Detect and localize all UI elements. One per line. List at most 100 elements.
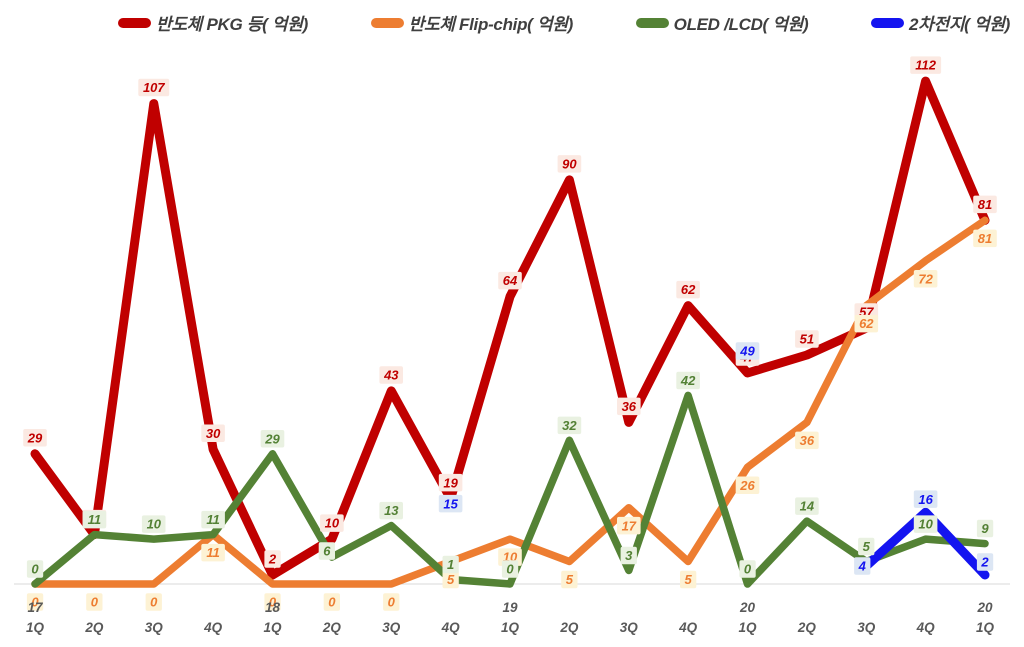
data-label: 29 <box>23 429 47 447</box>
data-label: 0 <box>86 593 103 611</box>
svg-text:30: 30 <box>206 426 221 441</box>
legend-label: 반도체 Flip-chip( 억원) <box>408 15 574 34</box>
data-label: 16 <box>913 490 938 508</box>
data-label: 0 <box>145 593 162 611</box>
series-line-3 <box>31 391 989 588</box>
data-label: 10 <box>913 515 938 533</box>
data-label: 11 <box>201 510 225 529</box>
legend-item-4: 2차전지( 억원) <box>871 10 1010 35</box>
data-label: 4 <box>854 557 871 575</box>
svg-text:49: 49 <box>739 344 755 359</box>
data-label: 0 <box>323 593 340 611</box>
data-label: 17 <box>617 516 641 535</box>
legend: 반도체 PKG 등( 억원) 반도체 Flip-chip( 억원) OLED /LC… <box>118 10 1010 35</box>
svg-text:0: 0 <box>269 595 277 610</box>
data-label: 0 <box>501 560 519 578</box>
svg-text:36: 36 <box>800 433 815 448</box>
legend-marker-icon <box>871 17 904 28</box>
svg-text:5: 5 <box>863 539 871 554</box>
series-line-4 <box>861 507 990 580</box>
svg-text:29: 29 <box>264 431 280 446</box>
svg-text:32: 32 <box>562 418 577 433</box>
data-label: 9 <box>976 519 994 538</box>
x-axis-quarter-label: 1Q <box>26 620 45 635</box>
svg-text:16: 16 <box>918 492 933 507</box>
svg-text:11: 11 <box>206 512 220 527</box>
svg-text:10: 10 <box>325 516 340 531</box>
legend-item-1: 반도체 PKG 등( 억원) <box>118 10 308 35</box>
svg-text:0: 0 <box>328 595 336 610</box>
data-label: 36 <box>617 397 641 416</box>
x-axis-quarter-label: 4Q <box>441 620 461 635</box>
data-label: 0 <box>26 560 44 578</box>
data-label: 10 <box>141 515 166 533</box>
svg-text:0: 0 <box>31 595 39 610</box>
data-label: 6 <box>318 542 335 560</box>
svg-text:4: 4 <box>858 559 867 574</box>
data-label: 2 <box>264 550 281 568</box>
svg-text:112: 112 <box>915 58 936 73</box>
svg-text:90: 90 <box>562 157 577 172</box>
x-axis-year-label: 18 <box>265 600 281 615</box>
legend-marker-icon <box>118 17 151 28</box>
x-axis-quarter-label: 3Q <box>857 620 876 635</box>
data-label: 72 <box>913 270 938 288</box>
svg-text:29: 29 <box>27 430 43 445</box>
svg-text:26: 26 <box>739 478 755 493</box>
svg-text:5: 5 <box>566 572 574 587</box>
data-label: 0 <box>264 593 281 611</box>
x-axis-quarter-label: 1Q <box>501 620 520 635</box>
svg-text:64: 64 <box>503 273 518 288</box>
data-label: 81 <box>973 195 997 214</box>
x-axis-quarter-label: 2Q <box>797 620 817 635</box>
svg-text:62: 62 <box>859 316 874 331</box>
data-label: 51 <box>795 330 819 348</box>
svg-text:17: 17 <box>622 518 637 533</box>
svg-text:15: 15 <box>443 496 458 511</box>
x-axis-quarter-label: 4Q <box>203 620 223 635</box>
series-line-1 <box>30 76 990 580</box>
svg-text:9: 9 <box>981 521 989 536</box>
data-label: 0 <box>383 593 400 611</box>
data-label: 64 <box>498 271 522 290</box>
legend-label: OLED /LCD( 억원) <box>673 15 809 34</box>
data-label: 36 <box>795 431 819 450</box>
x-axis-quarter-label: 4Q <box>916 620 936 635</box>
x-axis-quarter-label: 2Q <box>559 620 579 635</box>
series-line-2 <box>31 216 989 588</box>
svg-text:51: 51 <box>800 332 814 347</box>
x-axis-quarter-label: 3Q <box>145 620 164 635</box>
legend-label: 반도체 PKG 등( 억원) <box>156 15 308 34</box>
svg-text:0: 0 <box>150 595 158 610</box>
data-label: 90 <box>557 155 582 173</box>
x-axis-quarter-label: 3Q <box>620 620 639 635</box>
data-label: 19 <box>438 473 463 492</box>
data-label: 107 <box>138 78 170 97</box>
svg-text:1: 1 <box>447 557 454 572</box>
data-label: 5 <box>680 570 697 589</box>
data-label: 29 <box>260 430 285 448</box>
data-label: 3 <box>620 546 637 565</box>
data-label: 26 <box>735 476 760 494</box>
data-label: 0 <box>739 560 756 578</box>
svg-text:19: 19 <box>443 475 458 490</box>
svg-text:10: 10 <box>918 517 933 532</box>
data-label: 0 <box>26 593 44 611</box>
svg-text:42: 42 <box>680 373 696 388</box>
data-label: 43 <box>379 366 403 384</box>
data-label: 5 <box>561 570 578 589</box>
x-axis-quarter-label: 1Q <box>976 620 995 635</box>
svg-text:11: 11 <box>88 512 102 527</box>
svg-text:11: 11 <box>206 545 220 560</box>
data-label: 13 <box>379 501 403 520</box>
data-label: 49 <box>735 342 760 360</box>
svg-text:13: 13 <box>384 503 399 518</box>
svg-text:36: 36 <box>622 399 637 414</box>
svg-text:43: 43 <box>383 368 399 383</box>
data-label: 112 <box>910 56 942 74</box>
svg-text:0: 0 <box>744 562 752 577</box>
legend-item-3: OLED /LCD( 억원) <box>635 10 809 35</box>
svg-text:14: 14 <box>800 499 815 514</box>
